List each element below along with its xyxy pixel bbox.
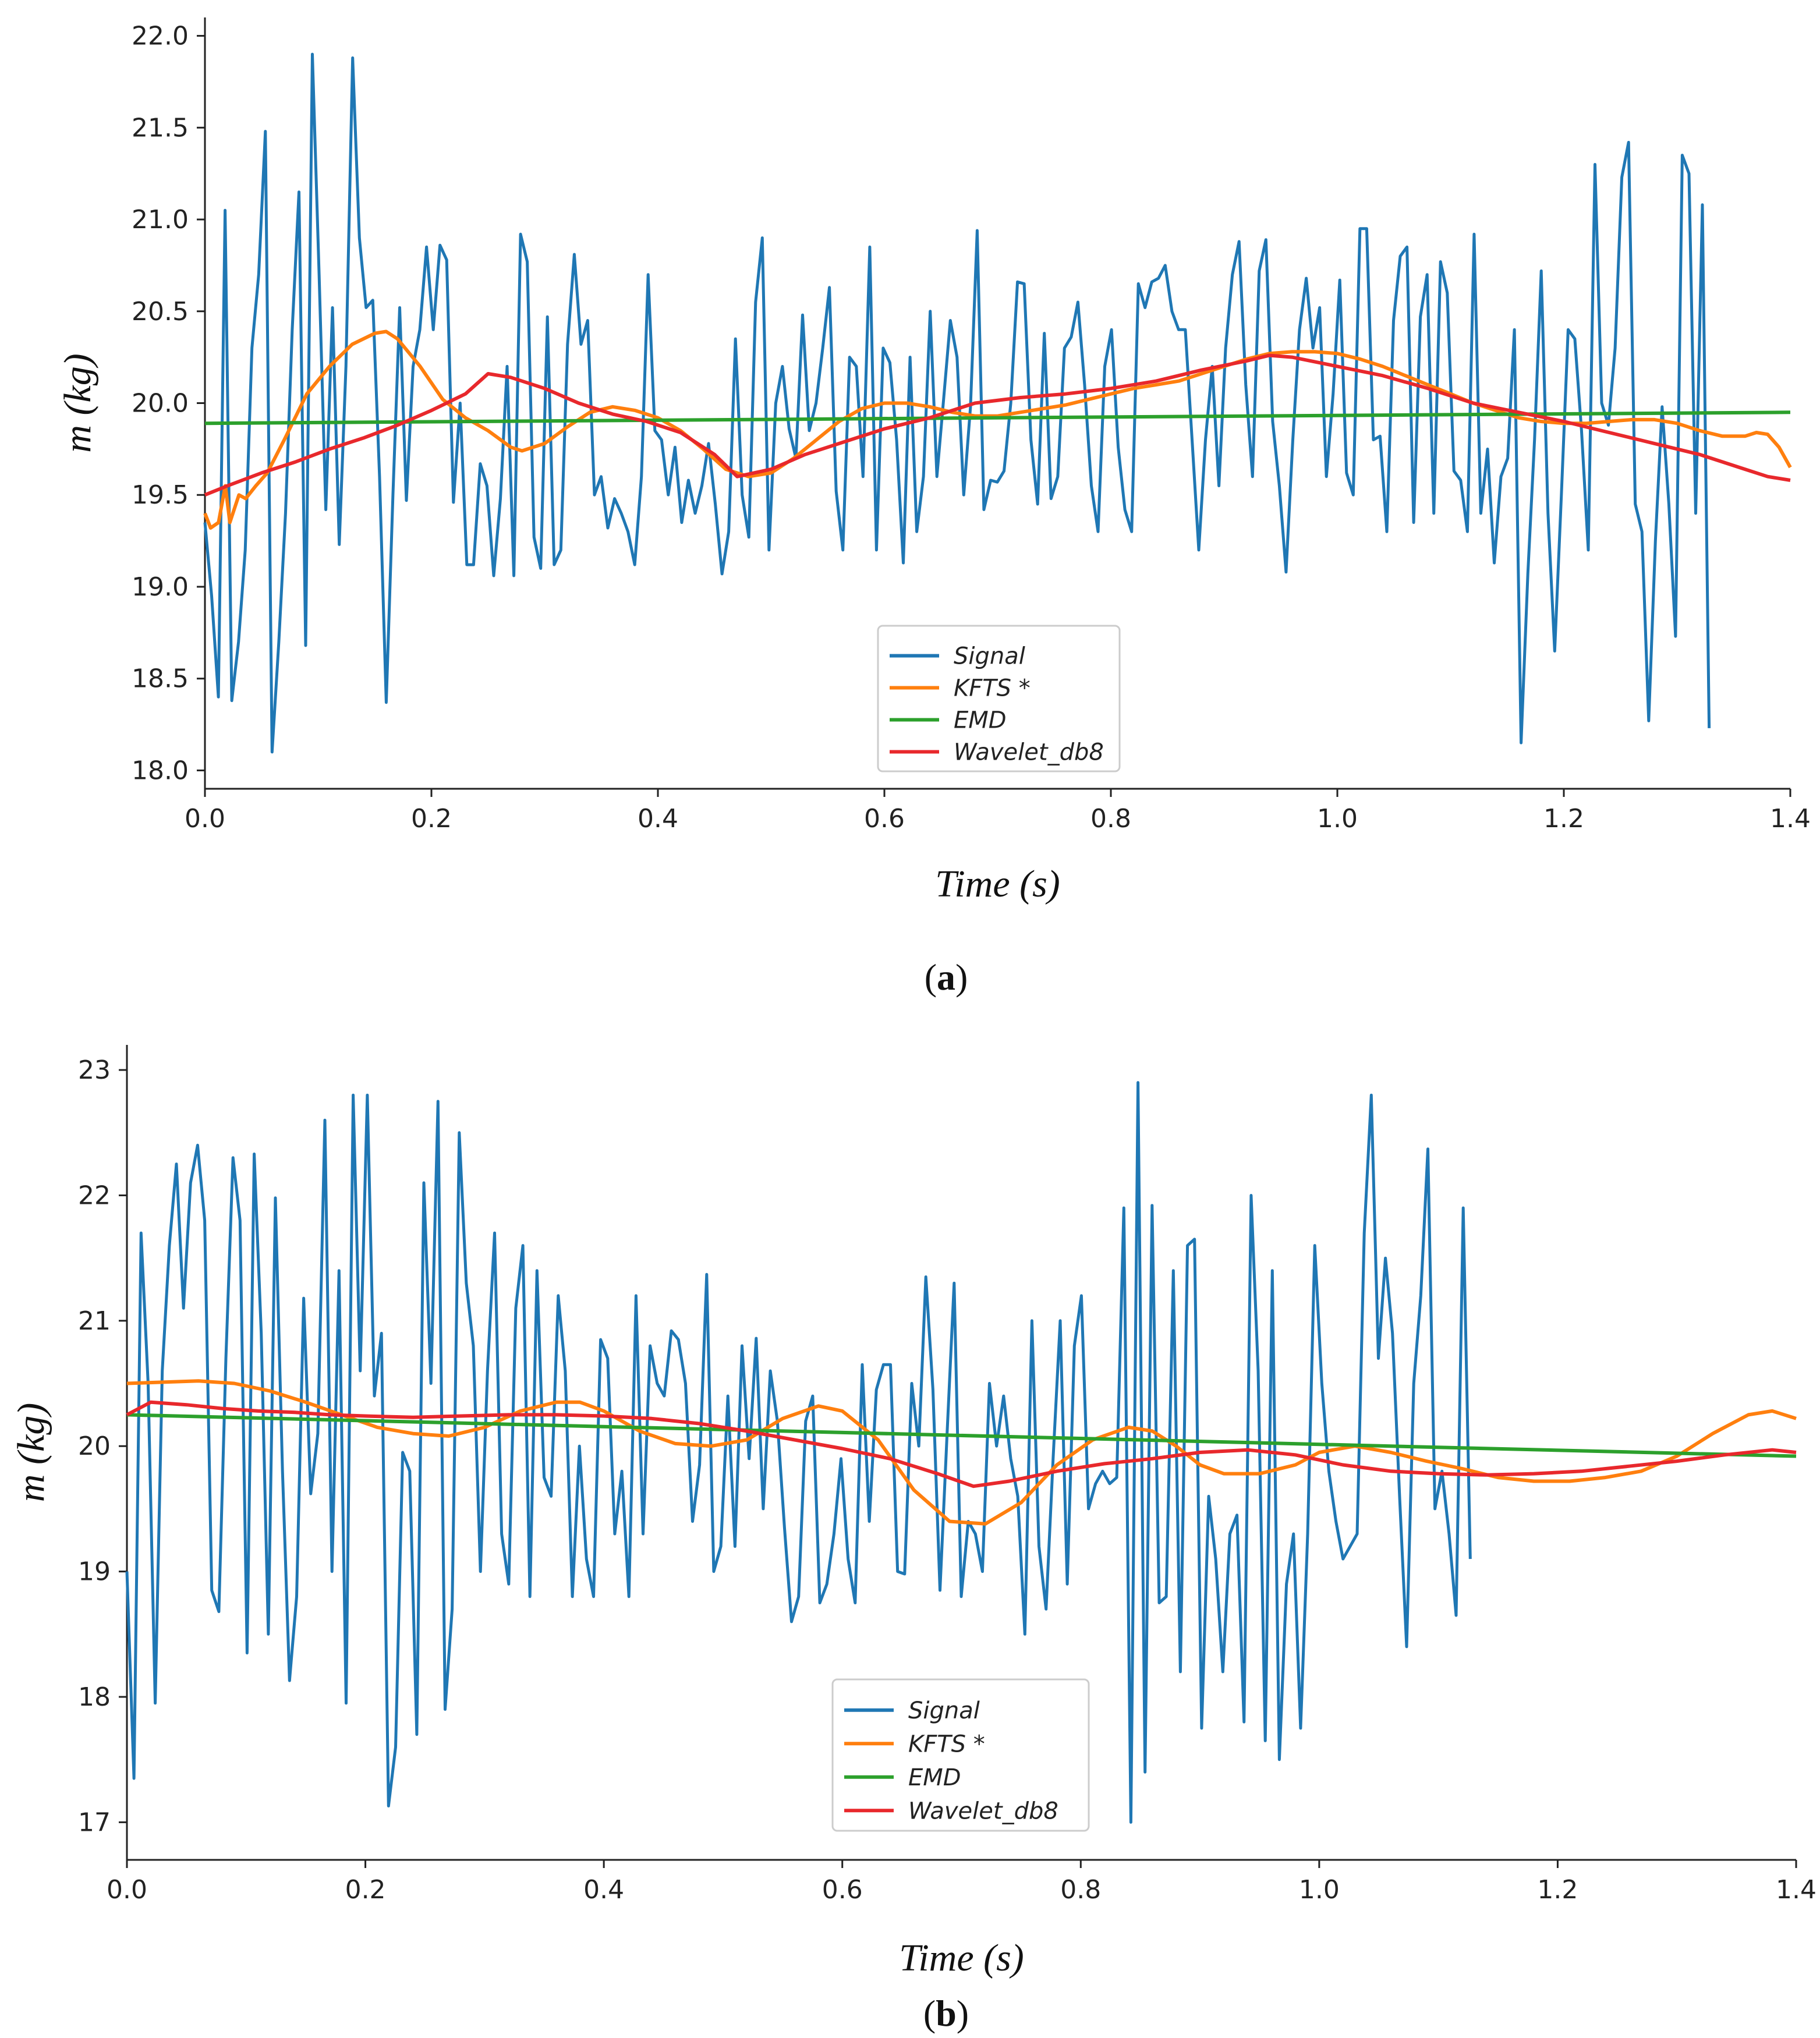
panel-b-legend-box — [831, 1678, 1090, 1832]
panel-a-ytick-label: 19.0 — [132, 572, 189, 602]
panel-a-legend: Signal KFTS * EMD Wavelet_db8 — [877, 625, 1121, 772]
panel-a-label: a — [937, 956, 955, 998]
panel-a-series-wavelet-db8 — [204, 353, 1791, 497]
panel-a-ytick-label: 21.0 — [132, 205, 189, 235]
panel-b-xtick-label: 0.4 — [583, 1875, 624, 1905]
panel-a-xtick-label: 0.8 — [1090, 804, 1131, 834]
panel-b-ytick-label: 23 — [78, 1055, 111, 1085]
panel-b-series-kfts — [126, 1379, 1797, 1526]
panel-b-xtick-label: 0.2 — [345, 1875, 386, 1905]
panel-b-ytick-label: 19 — [78, 1557, 111, 1587]
panel-a-legend-label-kfts: KFTS * — [954, 675, 1031, 702]
panel-b-ytick-label: 18 — [78, 1682, 111, 1712]
panel-a-ytick-label: 20.0 — [132, 389, 189, 419]
panel-b-xtick-label: 1.2 — [1537, 1875, 1578, 1905]
panel-a-caption: (a) — [925, 956, 968, 998]
panel-b-ytick-label: 21 — [78, 1306, 111, 1336]
panel-a-series-kfts — [203, 329, 1792, 530]
panel-a-xtick-label: 1.4 — [1770, 804, 1811, 834]
panel-a-ytick-label: 19.5 — [132, 480, 189, 510]
panel-a-ytick-label: 20.5 — [132, 297, 189, 327]
panel-b-xtick-label: 0.0 — [107, 1875, 147, 1905]
panel-b-x-axis-label: Time (s) — [899, 1937, 1024, 1979]
panel-a-xtick-label: 1.0 — [1317, 804, 1358, 834]
panel-a-y-axis-label: m (kg) — [56, 353, 99, 452]
panel-b-series-emd — [126, 1413, 1797, 1458]
panel-b: 0.0 0.2 0.4 0.6 0.8 1.0 1.2 1.4 17 18 19 20 21 22 23 Ti… — [10, 1045, 1817, 1979]
panel-b-ytick-label: 17 — [78, 1807, 111, 1837]
panel-b-series-wavelet-db8 — [126, 1400, 1797, 1488]
panel-b-label: b — [936, 1993, 957, 2034]
panel-b-legend-label-wavelet-db8: Wavelet_db8 — [908, 1798, 1058, 1824]
panel-a-ytick-label: 18.5 — [132, 664, 189, 694]
panel-a: 0.0 0.2 0.4 0.6 0.8 1.0 1.2 1.4 18.0 18.5 19.0 19.5… — [56, 17, 1811, 905]
panel-a-xtick-label: 0.4 — [638, 804, 678, 834]
panel-a-xtick-label: 1.2 — [1543, 804, 1584, 834]
panel-a-ytick-label: 18.0 — [132, 756, 189, 785]
panel-b-xtick-label: 0.6 — [822, 1875, 863, 1905]
panel-a-series-signal — [203, 52, 1711, 754]
panel-a-xtick-label: 0.6 — [864, 804, 905, 834]
panel-a-ytick-label: 21.5 — [132, 113, 189, 143]
panel-b-y-axis-label: m (kg) — [10, 1403, 52, 1502]
panel-b-legend-label-signal: Signal — [908, 1697, 980, 1724]
panel-b-legend-label-emd: EMD — [908, 1764, 961, 1791]
panel-b-ytick-label: 22 — [78, 1181, 111, 1210]
panel-a-legend-box — [877, 625, 1121, 772]
panel-a-xtick-label: 0.2 — [411, 804, 452, 834]
panel-b-caption: (b) — [923, 1993, 969, 2034]
panel-a-legend-label-signal: Signal — [954, 643, 1025, 670]
panel-b-legend-label-kfts: KFTS * — [908, 1731, 985, 1757]
panel-a-legend-label-wavelet-db8: Wavelet_db8 — [954, 739, 1104, 766]
panel-b-xtick-label: 1.0 — [1299, 1875, 1340, 1905]
panel-b-ytick-label: 20 — [78, 1431, 111, 1461]
panel-b-legend: Signal KFTS * EMD Wavelet_db8 — [831, 1678, 1090, 1832]
panel-b-series-signal — [125, 1081, 1472, 1824]
panel-a-legend-label-emd: EMD — [954, 707, 1007, 734]
panel-b-xtick-label: 0.8 — [1060, 1875, 1101, 1905]
panel-a-xtick-label: 0.0 — [185, 804, 225, 834]
panel-a-ytick-label: 22.0 — [132, 22, 189, 51]
panel-a-x-axis-label: Time (s) — [935, 863, 1060, 905]
panel-b-xtick-label: 1.4 — [1776, 1875, 1817, 1905]
